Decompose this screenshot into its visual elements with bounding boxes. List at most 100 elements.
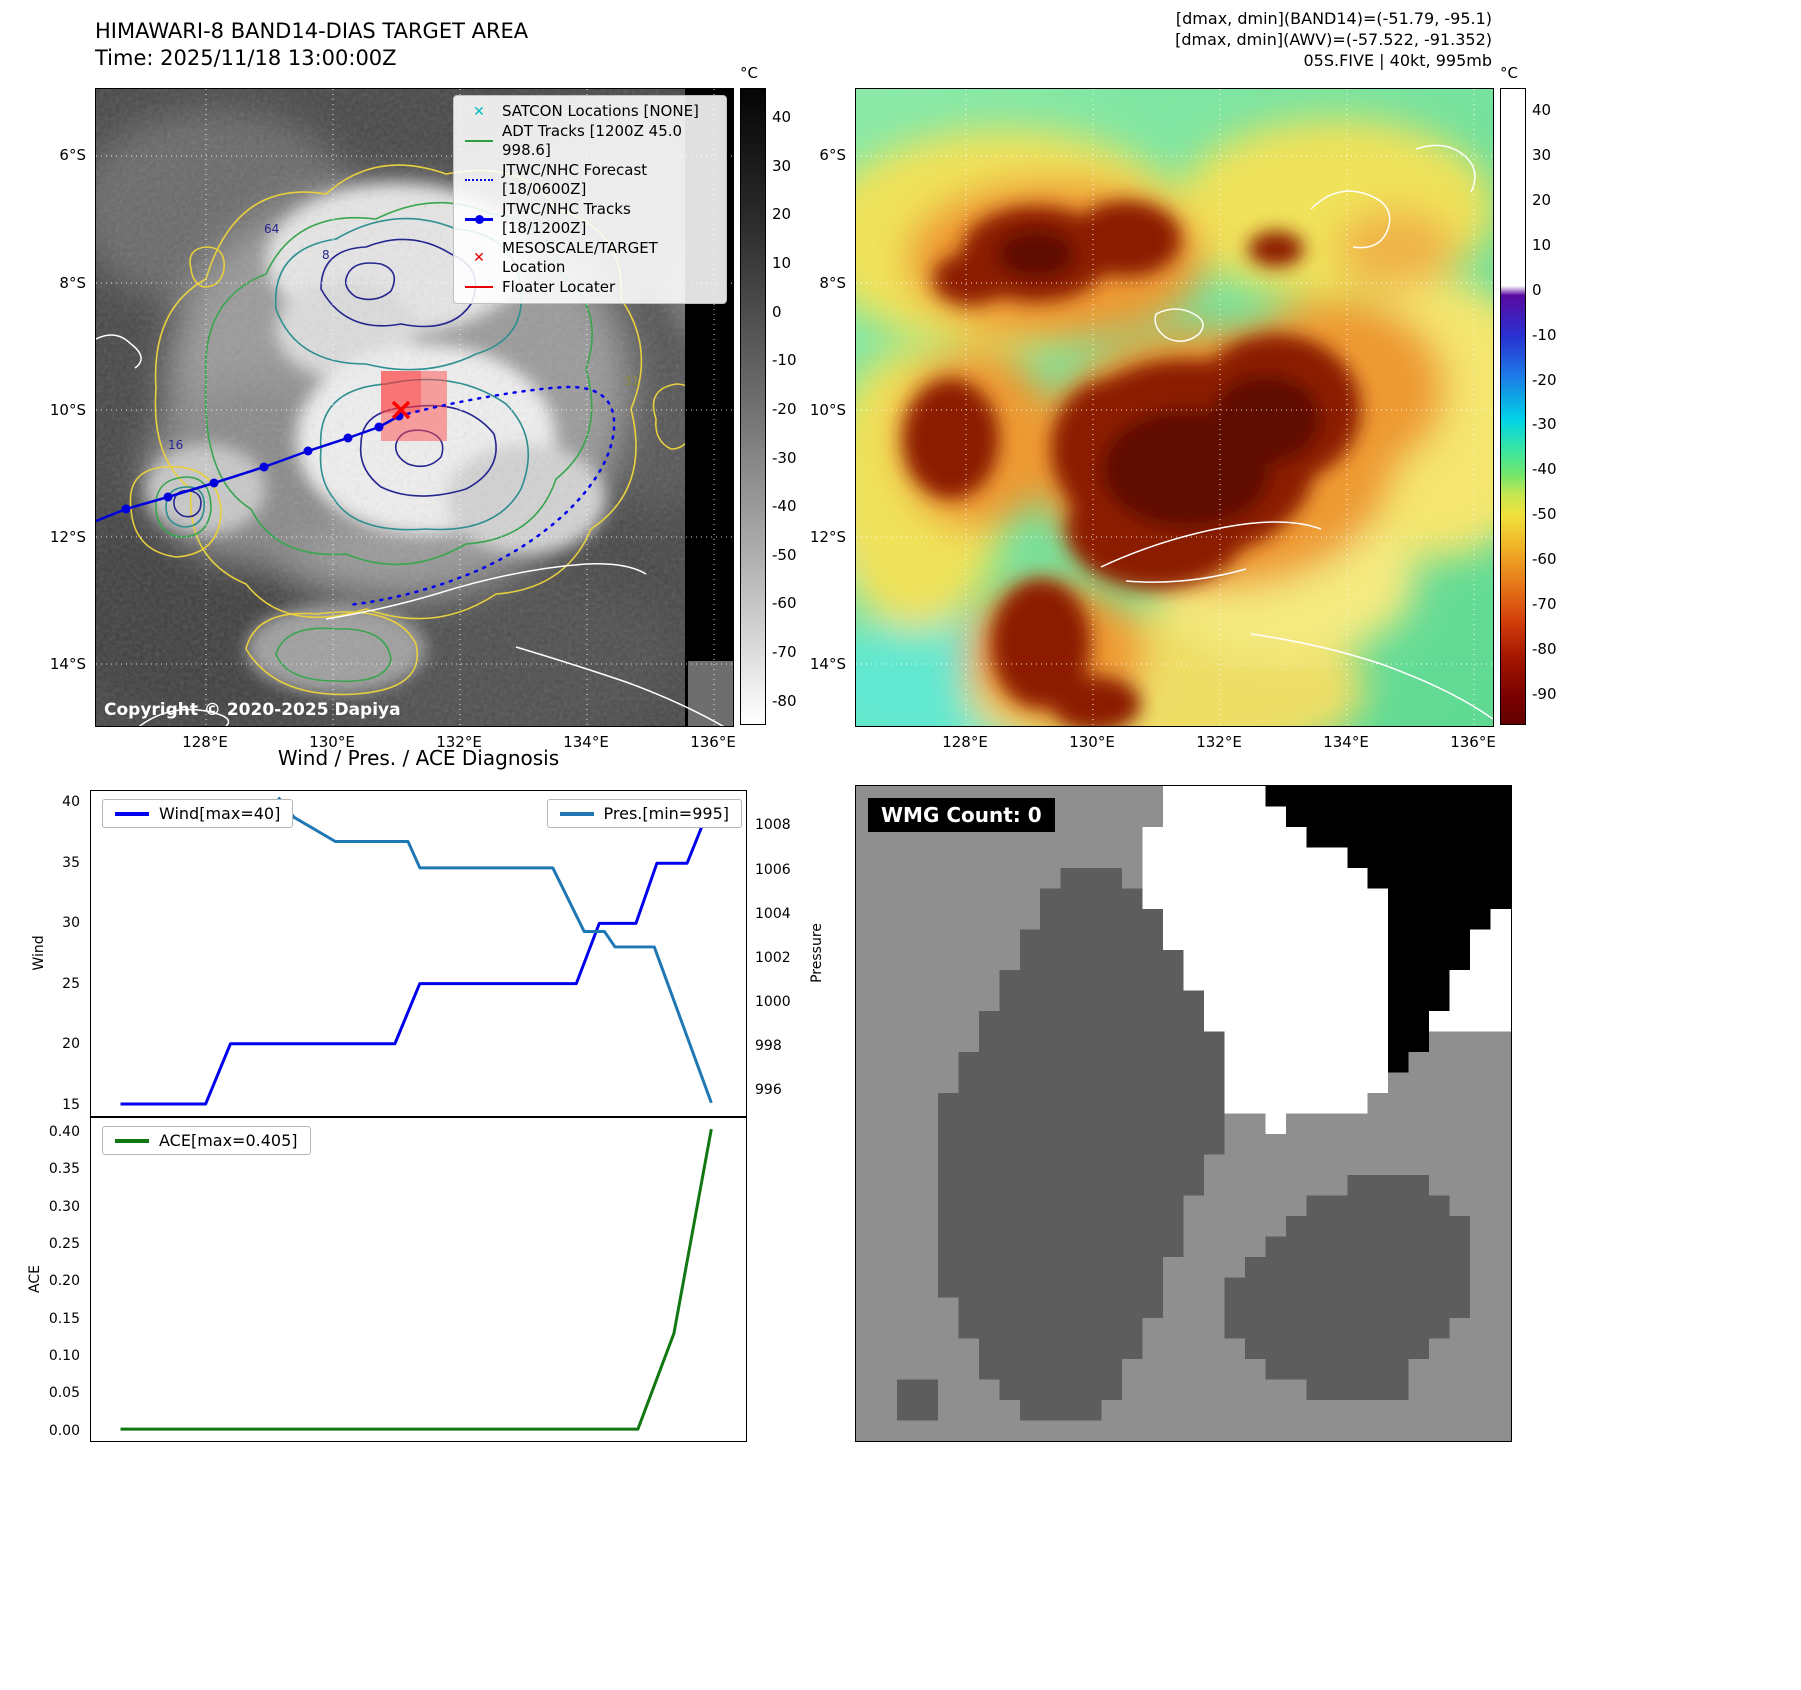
wind-tick: 20 xyxy=(62,1036,80,1053)
wind-pressure-plot-area xyxy=(120,796,713,1106)
pressure-tick: 1008 xyxy=(755,817,791,834)
colorbar-tick: 30 xyxy=(772,156,792,175)
colorbar-tick: 30 xyxy=(1532,146,1552,165)
wind-tick: 25 xyxy=(62,975,80,992)
awv-colorbar xyxy=(1500,88,1526,725)
legend-label: ADT Tracks [1200Z 45.0 998.6] xyxy=(502,121,683,160)
lon-tick: 134°E xyxy=(1323,733,1369,751)
wind-tick: 15 xyxy=(62,1096,80,1113)
colorbar-tick: -10 xyxy=(1532,325,1557,344)
colorbar-tick: 20 xyxy=(1532,191,1552,210)
pressure-line-swatch xyxy=(559,811,594,816)
lat-tick: 14°S xyxy=(49,655,86,673)
colorbar-tick: 40 xyxy=(1532,101,1552,120)
pressure-legend: Pres.[min=995] xyxy=(546,799,742,828)
colorbar-tick: -70 xyxy=(772,643,797,662)
wind-line-swatch xyxy=(115,811,149,816)
ace-tick: 0.10 xyxy=(48,1348,80,1365)
awv-map xyxy=(855,88,1494,727)
ace-tick: 0.25 xyxy=(48,1236,80,1252)
colorbar-tick: -40 xyxy=(1532,460,1557,479)
wind-tick: 35 xyxy=(62,854,80,871)
mesoscale-target-area-inner xyxy=(381,371,421,413)
colorbar-tick: -30 xyxy=(1532,415,1557,434)
colorbar-tick: -40 xyxy=(772,497,797,516)
colorbar-tick: 0 xyxy=(772,302,782,321)
wmg-panel: WMG Count: 0 xyxy=(855,785,1512,1442)
lat-tick: 10°S xyxy=(49,401,86,419)
legend-row-mesoscale: ✕ MESOSCALE/TARGET Location xyxy=(464,239,716,278)
lon-tick: 128°E xyxy=(942,733,988,751)
colorbar-unit: °C xyxy=(1500,64,1518,82)
pressure-legend-label: Pres.[min=995] xyxy=(603,804,729,823)
adt-line-icon xyxy=(464,140,494,142)
series-line-1 xyxy=(277,796,713,1104)
band14-map: 64 8 16 31 xyxy=(95,88,734,727)
colorbar-tick: -80 xyxy=(772,691,797,710)
legend-row-adt: ADT Tracks [1200Z 45.0 998.6] xyxy=(464,122,716,161)
series-line-0 xyxy=(120,1128,713,1431)
contour-label: 16 xyxy=(168,438,183,452)
ace-tick: 0.30 xyxy=(48,1198,80,1215)
diagnosis-title: Wind / Pres. / ACE Diagnosis xyxy=(277,746,560,770)
off-disk-cloud-patch xyxy=(688,661,733,726)
band14-colorbar xyxy=(740,88,766,725)
legend-label: JTWC/NHC Tracks [18/1200Z] xyxy=(502,199,631,238)
wind-legend-label: Wind[max=40] xyxy=(159,804,281,823)
wmg-mask-image xyxy=(856,786,1511,1441)
lat-tick: 14°S xyxy=(809,655,846,673)
graticule xyxy=(856,89,1493,726)
lat-tick: 6°S xyxy=(59,146,86,164)
colorbar-tick: -70 xyxy=(1532,594,1557,613)
colorbar-tick: -30 xyxy=(772,448,797,467)
panel1-title: HIMAWARI-8 BAND14-DIAS TARGET AREA Time:… xyxy=(95,18,528,72)
wmg-count-label: WMG Count: 0 xyxy=(868,798,1055,832)
track-line-dot-icon xyxy=(464,214,494,224)
lon-tick: 136°E xyxy=(690,733,736,751)
pressure-tick: 1004 xyxy=(755,905,791,922)
colorbar-tick: 20 xyxy=(772,205,792,224)
ace-tick: 0.15 xyxy=(48,1310,80,1327)
series-line-0 xyxy=(120,802,713,1106)
legend-label: JTWC/NHC Forecast [18/0600Z] xyxy=(502,160,648,199)
ace-legend-label: ACE[max=0.405] xyxy=(159,1131,298,1150)
wind-tick: 30 xyxy=(62,915,80,932)
ace-tick: 0.35 xyxy=(48,1161,80,1178)
contour-yellow xyxy=(129,164,698,696)
legend-row-satcon: ✕ SATCON Locations [NONE] xyxy=(464,102,716,122)
pressure-tick: 1006 xyxy=(755,861,791,878)
legend-row-forecast: JTWC/NHC Forecast [18/0600Z] xyxy=(464,161,716,200)
colorbar-tick: -60 xyxy=(772,594,797,613)
pressure-tick: 998 xyxy=(755,1038,782,1055)
colorbar-tick: -90 xyxy=(1532,684,1557,703)
legend-label: SATCON Locations [NONE] xyxy=(502,102,699,120)
satcon-x-icon: ✕ xyxy=(473,103,485,120)
colorbar-tick: -50 xyxy=(1532,505,1557,524)
panel2-header-line3: 05S.FIVE | 40kt, 995mb xyxy=(1303,51,1493,70)
legend-label: MESOSCALE/TARGET Location xyxy=(502,238,658,277)
lat-tick: 6°S xyxy=(819,146,846,164)
forecast-dotted-line-icon xyxy=(464,179,494,181)
lon-tick: 132°E xyxy=(1196,733,1242,751)
pressure-tick: 1002 xyxy=(755,949,791,966)
floater-line-icon xyxy=(464,286,494,289)
ace-tick: 0.05 xyxy=(48,1385,80,1402)
lat-tick: 8°S xyxy=(59,274,86,292)
colorbar-tick: -20 xyxy=(1532,370,1557,389)
lon-tick: 130°E xyxy=(1069,733,1115,751)
legend-label: Floater Locater xyxy=(502,277,616,296)
coastlines xyxy=(96,334,725,726)
lat-tick: 12°S xyxy=(49,528,86,546)
lon-tick: 132°E xyxy=(436,733,482,751)
copyright-text: Copyright © 2020-2025 Dapiya xyxy=(104,700,401,720)
lat-tick: 12°S xyxy=(809,528,846,546)
contour-label: 31 xyxy=(624,374,639,388)
colorbar-tick: -10 xyxy=(772,351,797,370)
ace-tick: 0.40 xyxy=(48,1123,80,1140)
lon-tick: 128°E xyxy=(182,733,228,751)
colorbar-tick: -20 xyxy=(772,399,797,418)
contour-green xyxy=(155,201,593,683)
colorbar-tick: -60 xyxy=(1532,550,1557,569)
awv-satellite-image xyxy=(856,89,1493,726)
